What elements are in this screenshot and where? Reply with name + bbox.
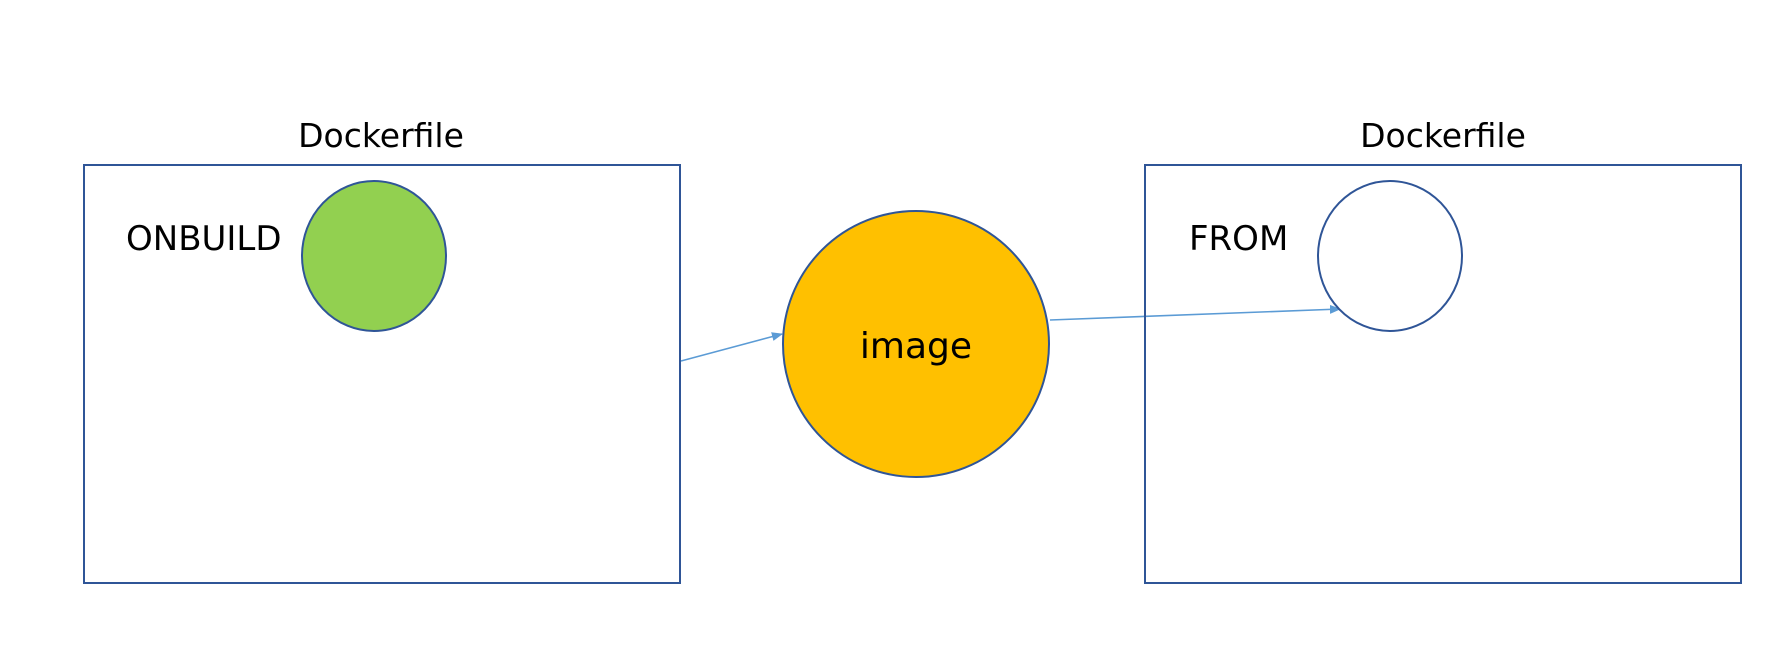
right-dockerfile-title: Dockerfile	[1360, 116, 1526, 155]
right-dockerfile-box	[1144, 164, 1742, 584]
left-dockerfile-block: Dockerfile ONBUILD	[83, 116, 681, 584]
arrow-image-to-from	[1049, 304, 1342, 321]
left-dockerfile-title: Dockerfile	[298, 116, 464, 155]
from-label: FROM	[1189, 219, 1288, 259]
image-circle	[782, 210, 1050, 478]
arrow-dockerfile-to-image	[680, 332, 784, 362]
onbuild-label: ONBUILD	[126, 219, 282, 259]
onbuild-trigger-circle	[301, 180, 447, 332]
from-base-circle	[1317, 180, 1463, 332]
right-dockerfile-block: Dockerfile FROM	[1144, 116, 1742, 584]
image-node: image	[782, 210, 1050, 478]
image-label: image	[860, 326, 972, 367]
